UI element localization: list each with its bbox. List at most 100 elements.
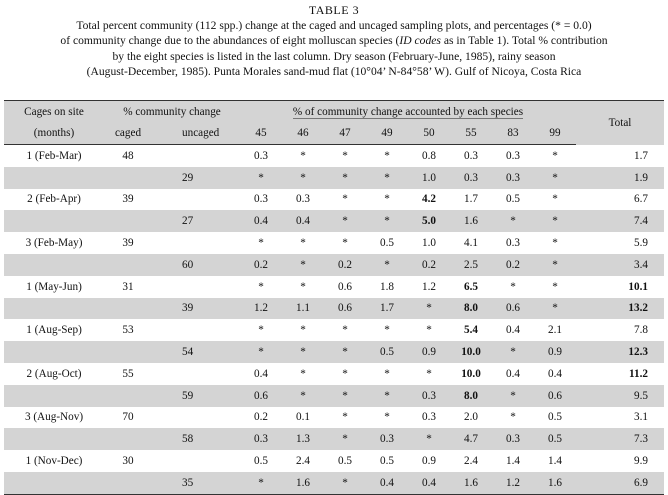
- species-value-cell: 1.0: [422, 237, 436, 250]
- species-header: 99: [534, 122, 576, 145]
- species-value-cell: *: [384, 193, 390, 206]
- species-value-cell: *: [552, 149, 558, 162]
- species-value-cell: *: [408, 297, 450, 320]
- site-cell: [4, 384, 104, 407]
- species-value-cell: 0.5: [366, 341, 408, 363]
- uncaged-cell: 39: [152, 297, 240, 320]
- caged-cell: [104, 210, 152, 233]
- uncaged-cell: [152, 363, 240, 385]
- species-value-cell: 0.5: [548, 411, 562, 424]
- site-header-months: (months): [4, 122, 104, 145]
- species-header: 50: [408, 122, 450, 145]
- table-row: 54 * * * 0.5 0.9 10.0 * 0.9 12.3: [4, 341, 664, 363]
- uncaged-cell: [152, 189, 240, 211]
- table-row: 59 0.6 * * * 0.3 8.0 * 0.6 9.5: [4, 384, 664, 407]
- species-value-cell: *: [324, 166, 366, 189]
- species-value-cell: *: [492, 210, 534, 233]
- table-row: 3 (Aug-Nov) 70 0.2 0.1 * * 0.3 2.0 * 0.5 3.1: [4, 407, 664, 429]
- species-value-cell: 0.5: [338, 455, 352, 468]
- species-value-cell: *: [258, 280, 264, 293]
- species-value-cell: 10.0: [461, 367, 481, 380]
- species-value-cell: *: [366, 166, 408, 189]
- total-cell: 13.2: [576, 297, 664, 320]
- species-value-cell: 4.7: [450, 428, 492, 451]
- species-header: 45: [240, 122, 282, 145]
- species-group-header: % of community change accounted by each …: [240, 100, 576, 122]
- species-value-cell: 0.6: [534, 384, 576, 407]
- site-cell: [4, 253, 104, 276]
- species-value-cell: 0.3: [366, 428, 408, 451]
- table-row: 1 (Aug-Sep) 53 * * * * * 5.4 0.4 2.1 7.8: [4, 319, 664, 341]
- species-value-cell: 1.2: [422, 280, 436, 293]
- species-value-cell: *: [342, 324, 348, 337]
- total-cell: 12.3: [576, 341, 664, 363]
- species-value-cell: 0.3: [422, 411, 436, 424]
- site-cell: 1 (Feb-Mar): [26, 149, 82, 162]
- header-row-2: (months) caged uncaged 45 46 47 49 50 55…: [4, 122, 664, 145]
- species-value-cell: 1.6: [534, 471, 576, 495]
- caption-line-3: by the eight species is listed in the la…: [112, 49, 556, 63]
- species-header: 55: [450, 122, 492, 145]
- total-cell: 10.1: [628, 280, 648, 293]
- species-value-cell: *: [492, 341, 534, 363]
- species-value-cell: *: [366, 384, 408, 407]
- species-value-cell: 1.0: [408, 166, 450, 189]
- species-value-cell: 0.1: [296, 411, 310, 424]
- species-value-cell: 0.5: [380, 237, 394, 250]
- species-value-cell: *: [282, 166, 324, 189]
- caged-cell: 53: [122, 324, 134, 337]
- species-value-cell: *: [366, 210, 408, 233]
- caged-cell: [104, 471, 152, 495]
- uncaged-cell: 29: [152, 166, 240, 189]
- total-cell: 1.7: [634, 149, 648, 162]
- species-value-cell: 2.4: [464, 455, 478, 468]
- species-value-cell: 4.1: [464, 237, 478, 250]
- uncaged-cell: [152, 276, 240, 298]
- caged-cell: 39: [122, 193, 134, 206]
- site-cell: 2 (Feb-Apr): [27, 193, 81, 206]
- species-value-cell: 0.3: [506, 149, 520, 162]
- caged-header: caged: [104, 122, 152, 145]
- species-value-cell: 0.5: [534, 428, 576, 451]
- species-value-cell: *: [342, 367, 348, 380]
- species-value-cell: 1.7: [366, 297, 408, 320]
- species-value-cell: *: [300, 280, 306, 293]
- total-cell: 11.2: [629, 367, 648, 380]
- site-cell: 1 (Aug-Sep): [26, 324, 82, 337]
- uncaged-cell: [152, 407, 240, 429]
- species-value-cell: *: [342, 193, 348, 206]
- species-header: 47: [324, 122, 366, 145]
- site-cell: [4, 166, 104, 189]
- species-value-cell: 1.6: [282, 471, 324, 495]
- site-cell: 3 (Aug-Nov): [24, 411, 84, 424]
- table-row: 27 0.4 0.4 * * 5.0 1.6 * * 7.4: [4, 210, 664, 233]
- species-value-cell: *: [282, 384, 324, 407]
- species-value-cell: *: [258, 324, 264, 337]
- caged-cell: [104, 297, 152, 320]
- species-group-label: % of community change accounted by each …: [292, 105, 524, 119]
- uncaged-cell: [152, 319, 240, 341]
- species-value-cell: 6.5: [464, 280, 478, 293]
- species-value-cell: 0.6: [240, 384, 282, 407]
- species-value-cell: 0.2: [492, 253, 534, 276]
- uncaged-header: uncaged: [152, 122, 240, 145]
- species-value-cell: 0.6: [338, 280, 352, 293]
- caption-line-4: (August-December, 1985). Punta Morales s…: [86, 64, 582, 78]
- caged-cell: 55: [122, 367, 134, 380]
- total-cell: 3.1: [634, 411, 648, 424]
- species-value-cell: 1.1: [282, 297, 324, 320]
- table-row: 60 0.2 * 0.2 * 0.2 2.5 0.2 * 3.4: [4, 253, 664, 276]
- table-row: 29 * * * * 1.0 0.3 0.3 * 1.9: [4, 166, 664, 189]
- species-value-cell: *: [534, 166, 576, 189]
- species-value-cell: 0.4: [506, 367, 520, 380]
- caption-text: as in Table 1). Total % contribution: [440, 34, 608, 48]
- species-value-cell: *: [324, 384, 366, 407]
- species-value-cell: 0.4: [366, 471, 408, 495]
- species-value-cell: *: [300, 324, 306, 337]
- species-header: 49: [366, 122, 408, 145]
- caption-line-2: of community change due to the abundance…: [0, 33, 668, 48]
- species-value-cell: *: [282, 253, 324, 276]
- species-value-cell: 0.5: [254, 455, 268, 468]
- species-value-cell: 8.0: [450, 384, 492, 407]
- species-value-cell: 0.9: [408, 341, 450, 363]
